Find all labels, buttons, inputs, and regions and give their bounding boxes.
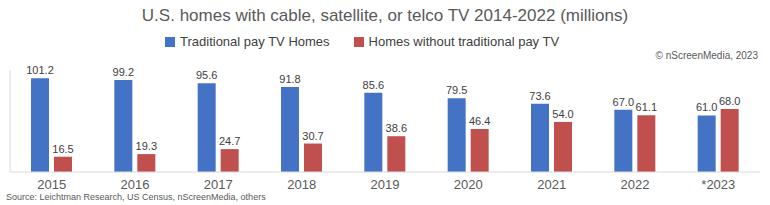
html-text:© nScreenMedia, 2023: © nScreenMedia, 2023: [655, 50, 758, 61]
svg-text:101.2: 101.2: [26, 64, 54, 76]
svg-text:95.6: 95.6: [196, 69, 217, 81]
svg-text:67.0: 67.0: [613, 96, 634, 108]
svg-text:73.6: 73.6: [529, 90, 550, 102]
svg-text:2016: 2016: [121, 177, 150, 192]
svg-text:46.4: 46.4: [469, 115, 490, 127]
svg-text:2020: 2020: [454, 177, 483, 192]
svg-text:*2023: *2023: [701, 177, 735, 192]
svg-text:61.0: 61.0: [696, 101, 717, 113]
svg-text:2021: 2021: [537, 177, 566, 192]
svg-text:24.7: 24.7: [219, 135, 240, 147]
svg-text:16.5: 16.5: [52, 143, 73, 155]
svg-text:85.6: 85.6: [363, 79, 384, 91]
svg-text:68.0: 68.0: [719, 95, 740, 107]
svg-text:99.2: 99.2: [113, 66, 134, 78]
html-text:Homes without traditional pay: Homes without traditional pay TV: [368, 34, 560, 49]
svg-text:54.0: 54.0: [552, 108, 573, 120]
svg-text:61.1: 61.1: [636, 101, 657, 113]
svg-text:2019: 2019: [371, 177, 400, 192]
html-text:Traditional pay TV Homes: Traditional pay TV Homes: [180, 34, 330, 49]
svg-text:2015: 2015: [37, 177, 66, 192]
svg-text:2022: 2022: [621, 177, 650, 192]
svg-text:38.6: 38.6: [386, 122, 407, 134]
svg-text:2017: 2017: [204, 177, 233, 192]
svg-text:79.5: 79.5: [446, 84, 467, 96]
html-text:U.S. homes with cable, satelli: U.S. homes with cable, satellite, or tel…: [141, 6, 629, 25]
svg-text:19.3: 19.3: [136, 140, 157, 152]
html-text:Source: Leichtman Research, US: Source: Leichtman Research, US Census, n…: [6, 192, 266, 202]
svg-text:91.8: 91.8: [279, 73, 300, 85]
svg-text:2018: 2018: [287, 177, 316, 192]
svg-text:30.7: 30.7: [302, 130, 323, 142]
